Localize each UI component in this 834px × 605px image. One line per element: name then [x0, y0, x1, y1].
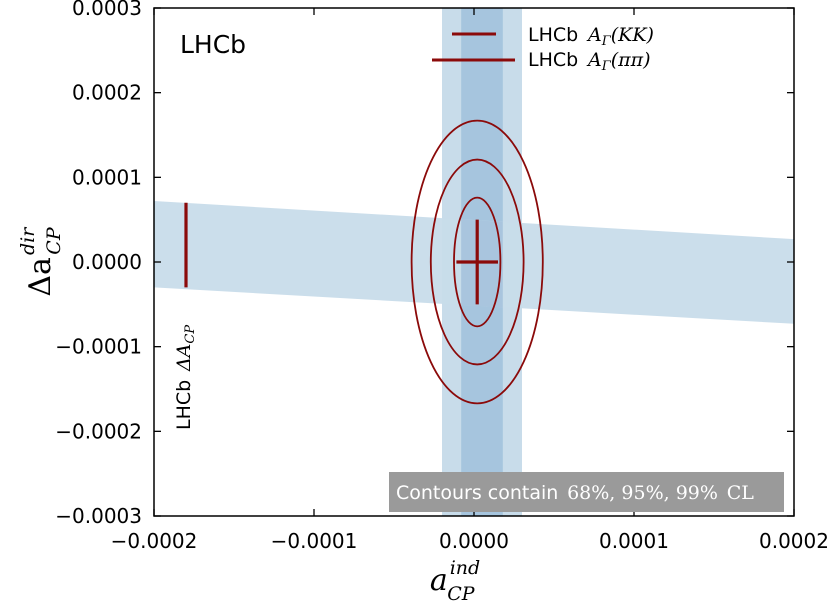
x-axis-label-sub: CP [447, 583, 476, 605]
y-tick-label: 0.0001 [72, 165, 142, 189]
experiment-label: LHCb [180, 30, 246, 59]
legend-entry-kk: LHCb AΓ(KK) [528, 24, 654, 49]
y-tick-label: 0.0003 [72, 0, 142, 20]
y-axis-label-sub: CP [43, 226, 65, 255]
delta-acp-annotation: LHCb ΔACP [173, 325, 198, 430]
marker-group [184, 202, 498, 305]
contour-note: Contours contain 68%, 95%, 99% CL [389, 472, 784, 512]
x-axis-label-sup: ind [450, 557, 480, 579]
contour-group [410, 119, 544, 405]
contour-95pct [429, 158, 525, 366]
contour-99pct [410, 119, 544, 405]
x-axis-label: a ind CP [430, 557, 480, 605]
x-tick-label: −0.0002 [111, 529, 198, 553]
y-tick-label: −0.0002 [55, 419, 142, 443]
x-axis: −0.0002 −0.0001 0.0000 0.0001 0.0002 [111, 8, 829, 553]
y-tick-label: 0.0002 [72, 81, 142, 105]
y-tick-label: 0.0000 [72, 250, 142, 274]
legend-entry-pipi: LHCb AΓ(ππ) [528, 49, 651, 74]
y-axis-label: Δadir CP [17, 226, 65, 297]
contour-68pct [453, 196, 502, 328]
x-tick-label: 0.0001 [599, 529, 669, 553]
contour-note-background [389, 472, 784, 512]
legend: LHCb AΓ(KK) LHCb AΓ(ππ) [432, 24, 654, 74]
x-tick-label: −0.0001 [271, 529, 358, 553]
y-tick-label: −0.0003 [55, 504, 142, 528]
x-tick-label: 0.0002 [759, 529, 829, 553]
x-tick-label: 0.0000 [439, 529, 509, 553]
y-tick-label: −0.0001 [55, 335, 142, 359]
contour-note-text: Contours contain 68%, 95%, 99% CL [396, 482, 754, 504]
y-axis-label-sup: dir [17, 226, 39, 255]
y-axis: −0.0003 −0.0002 −0.0001 0.0000 0.0001 0.0002 0… [55, 0, 794, 528]
